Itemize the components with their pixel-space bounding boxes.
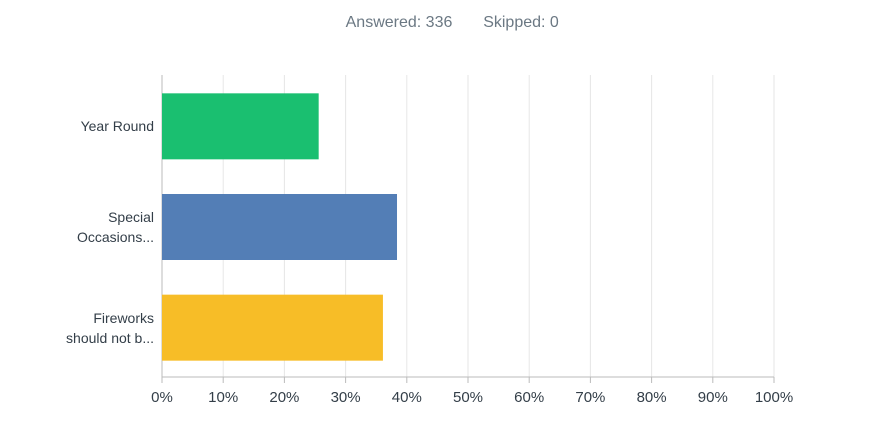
x-tick-label: 20% [269, 389, 299, 406]
bar [162, 294, 383, 361]
skipped-count: Skipped: 0 [483, 14, 559, 31]
x-tick-label: 40% [392, 389, 422, 406]
x-tick-label: 90% [698, 389, 728, 406]
bar [162, 194, 398, 260]
x-tick-label: 60% [514, 389, 544, 406]
x-tick-label: 30% [331, 389, 361, 406]
category-label: Fireworks should not b... [66, 309, 154, 346]
answered-count: Answered: 336 [346, 14, 453, 31]
x-tick-label: 80% [637, 389, 667, 406]
category-label: Special Occasions... [76, 209, 154, 245]
x-tick-label: 0% [151, 389, 173, 406]
x-tick-label: 100% [755, 389, 793, 406]
bar [162, 93, 319, 160]
x-tick-label: 70% [575, 389, 605, 406]
x-tick-label: 50% [453, 389, 483, 406]
x-tick-label: 10% [208, 389, 238, 406]
category-label: Year Round [80, 118, 154, 135]
